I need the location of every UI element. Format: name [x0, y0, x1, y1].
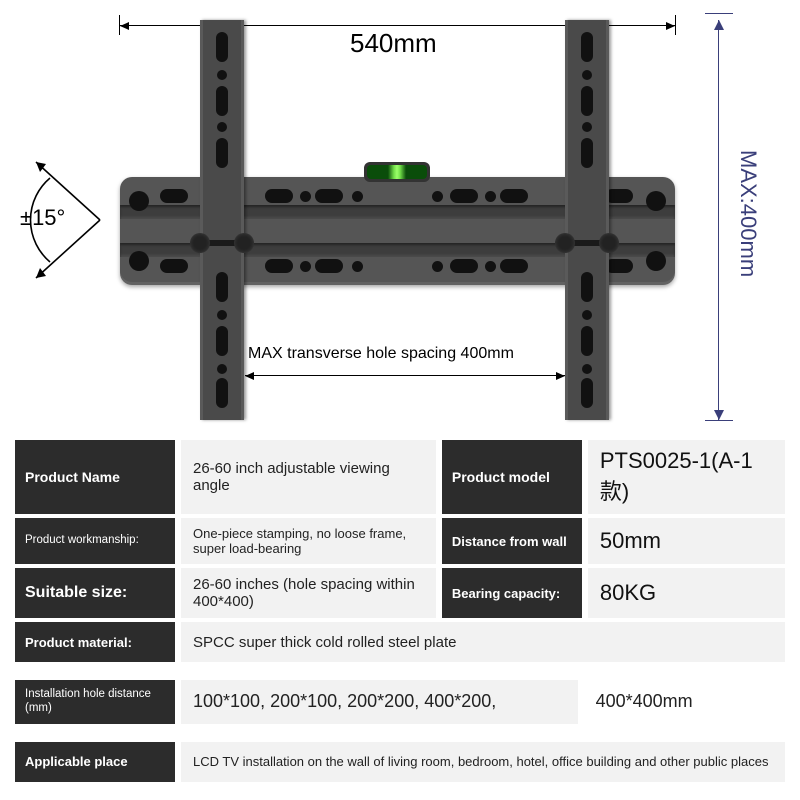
right-bracket: [565, 20, 609, 420]
spec-label: Installation hole distance (mm): [15, 680, 175, 724]
spec-value: 400*400mm: [584, 680, 785, 724]
spec-label: Product Name: [15, 440, 175, 514]
transverse-label: MAX transverse hole spacing 400mm: [248, 345, 514, 363]
spec-value: 26-60 inches (hole spacing within 400*40…: [181, 568, 436, 618]
spec-value: LCD TV installation on the wall of livin…: [181, 742, 785, 782]
spec-label: Applicable place: [15, 742, 175, 782]
product-diagram: 540mm MAX:400mm ±15°: [0, 0, 800, 435]
spec-value: 80KG: [588, 568, 785, 618]
spec-row: Suitable size: 26-60 inches (hole spacin…: [15, 568, 785, 618]
spec-label: Product model: [442, 440, 582, 514]
width-label: 540mm: [350, 28, 437, 59]
spec-value: One-piece stamping, no loose frame, supe…: [181, 518, 436, 564]
spec-label: Distance from wall: [442, 518, 582, 564]
spec-label: Product workmanship:: [15, 518, 175, 564]
spec-row: Product workmanship: One-piece stamping,…: [15, 518, 785, 564]
spec-table: Product Name 26-60 inch adjustable viewi…: [15, 440, 785, 786]
height-label: MAX:400mm: [735, 150, 761, 277]
spec-label: Bearing capacity:: [442, 568, 582, 618]
spec-row: Installation hole distance (mm) 100*100,…: [15, 680, 785, 724]
spec-row: Product material: SPCC super thick cold …: [15, 622, 785, 662]
spec-label: Product material:: [15, 622, 175, 662]
spec-row: Product Name 26-60 inch adjustable viewi…: [15, 440, 785, 514]
spec-value: 50mm: [588, 518, 785, 564]
spec-label: Suitable size:: [15, 568, 175, 618]
tilt-label: ±15°: [20, 205, 65, 231]
spec-value: 26-60 inch adjustable viewing angle: [181, 440, 436, 514]
dim-end: [675, 15, 676, 35]
spec-value: SPCC super thick cold rolled steel plate: [181, 622, 785, 662]
spec-row: Applicable place LCD TV installation on …: [15, 742, 785, 782]
left-bracket: [200, 20, 244, 420]
transverse-dimension: [245, 375, 565, 376]
height-dimension: [718, 20, 719, 420]
spec-value: PTS0025-1(A-1款): [588, 440, 785, 514]
spirit-level: [364, 162, 430, 182]
dim-end: [705, 13, 733, 14]
spec-value: 100*100, 200*100, 200*200, 400*200,: [181, 680, 578, 724]
dim-end: [705, 420, 733, 421]
